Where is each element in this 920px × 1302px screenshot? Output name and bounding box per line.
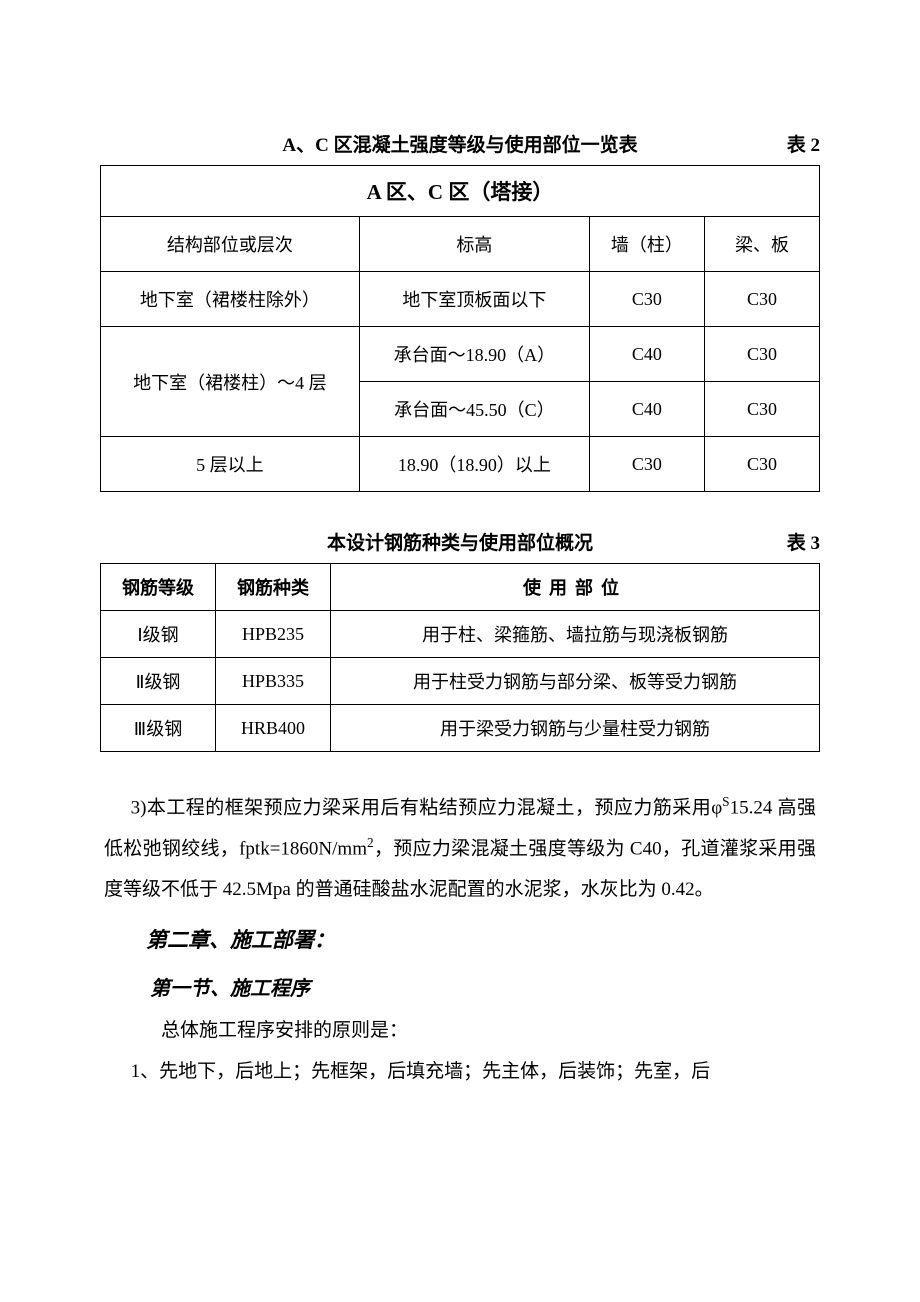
table-cell: C30	[704, 382, 819, 437]
table-cell: Ⅱ级钢	[101, 658, 216, 705]
paragraph-principle: 总体施工程序安排的原则是：	[104, 1011, 816, 1052]
table-cell: 地下室（裙楼柱）～4 层	[101, 327, 360, 437]
table-cell: C30	[589, 437, 704, 492]
table1-col-header: 墙（柱）	[589, 217, 704, 272]
table-cell: 用于柱、梁箍筋、墙拉筋与现浇板钢筋	[331, 611, 820, 658]
table2-caption: 本设计钢筋种类与使用部位概况 表 3	[100, 528, 820, 555]
table-cell: 承台面～18.90（A）	[359, 327, 589, 382]
table2-caption-text: 本设计钢筋种类与使用部位概况	[327, 533, 593, 554]
chapter-title: 第二章、施工部署：	[104, 917, 816, 963]
para-text: 3)本工程的框架预应力梁采用后有粘结预应力混凝土，预应力筋采用φ	[131, 797, 723, 818]
table-cell: C40	[589, 327, 704, 382]
table-row: 钢筋等级 钢筋种类 使用部位	[101, 564, 820, 611]
table-cell: 18.90（18.90）以上	[359, 437, 589, 492]
table-cell: C30	[704, 327, 819, 382]
concrete-grade-table: A 区、C 区（塔接） 结构部位或层次 标高 墙（柱） 梁、板 地下室（裙楼柱除…	[100, 165, 820, 492]
table-cell: C40	[589, 382, 704, 437]
table-cell: 承台面～45.50（C）	[359, 382, 589, 437]
paragraph-item-1: 1、先地下，后地上；先框架，后填充墙；先主体，后装饰；先室，后	[104, 1052, 816, 1093]
table2-caption-label: 表 3	[787, 528, 820, 555]
table1-caption-text: A、C 区混凝土强度等级与使用部位一览表	[282, 135, 637, 156]
table2-col-header: 钢筋等级	[101, 564, 216, 611]
table-cell: 5 层以上	[101, 437, 360, 492]
table-row: Ⅲ级钢 HRB400 用于梁受力钢筋与少量柱受力钢筋	[101, 705, 820, 752]
section-title: 第一节、施工程序	[104, 967, 816, 1011]
rebar-type-table: 钢筋等级 钢筋种类 使用部位 Ⅰ级钢 HPB235 用于柱、梁箍筋、墙拉筋与现浇…	[100, 563, 820, 752]
table2-col-header: 钢筋种类	[216, 564, 331, 611]
table-row: 地下室（裙楼柱除外） 地下室顶板面以下 C30 C30	[101, 272, 820, 327]
table-row: 5 层以上 18.90（18.90）以上 C30 C30	[101, 437, 820, 492]
superscript: S	[722, 794, 729, 809]
table-cell: HRB400	[216, 705, 331, 752]
table-cell: HPB335	[216, 658, 331, 705]
table1-header: A 区、C 区（塔接）	[101, 166, 820, 217]
table1-caption-label: 表 2	[787, 130, 820, 157]
table-cell: C30	[704, 272, 819, 327]
table-cell: 地下室顶板面以下	[359, 272, 589, 327]
table-row: A 区、C 区（塔接）	[101, 166, 820, 217]
table-row: 地下室（裙楼柱）～4 层 承台面～18.90（A） C40 C30	[101, 327, 820, 382]
table-row: Ⅰ级钢 HPB235 用于柱、梁箍筋、墙拉筋与现浇板钢筋	[101, 611, 820, 658]
table-cell: Ⅰ级钢	[101, 611, 216, 658]
table1-caption: A、C 区混凝土强度等级与使用部位一览表 表 2	[100, 130, 820, 157]
superscript: 2	[367, 835, 374, 850]
table-cell: C30	[589, 272, 704, 327]
table1-col-header: 标高	[359, 217, 589, 272]
table-cell: C30	[704, 437, 819, 492]
table1-col-header: 梁、板	[704, 217, 819, 272]
table1-col-header: 结构部位或层次	[101, 217, 360, 272]
table-cell: Ⅲ级钢	[101, 705, 216, 752]
table-row: Ⅱ级钢 HPB335 用于柱受力钢筋与部分梁、板等受力钢筋	[101, 658, 820, 705]
table-cell: 用于梁受力钢筋与少量柱受力钢筋	[331, 705, 820, 752]
table2-col-header: 使用部位	[331, 564, 820, 611]
paragraph-3: 3)本工程的框架预应力梁采用后有粘结预应力混凝土，预应力筋采用φS15.24 高…	[104, 788, 816, 911]
table-cell: 地下室（裙楼柱除外）	[101, 272, 360, 327]
table-cell: 用于柱受力钢筋与部分梁、板等受力钢筋	[331, 658, 820, 705]
table-row: 结构部位或层次 标高 墙（柱） 梁、板	[101, 217, 820, 272]
table-cell: HPB235	[216, 611, 331, 658]
